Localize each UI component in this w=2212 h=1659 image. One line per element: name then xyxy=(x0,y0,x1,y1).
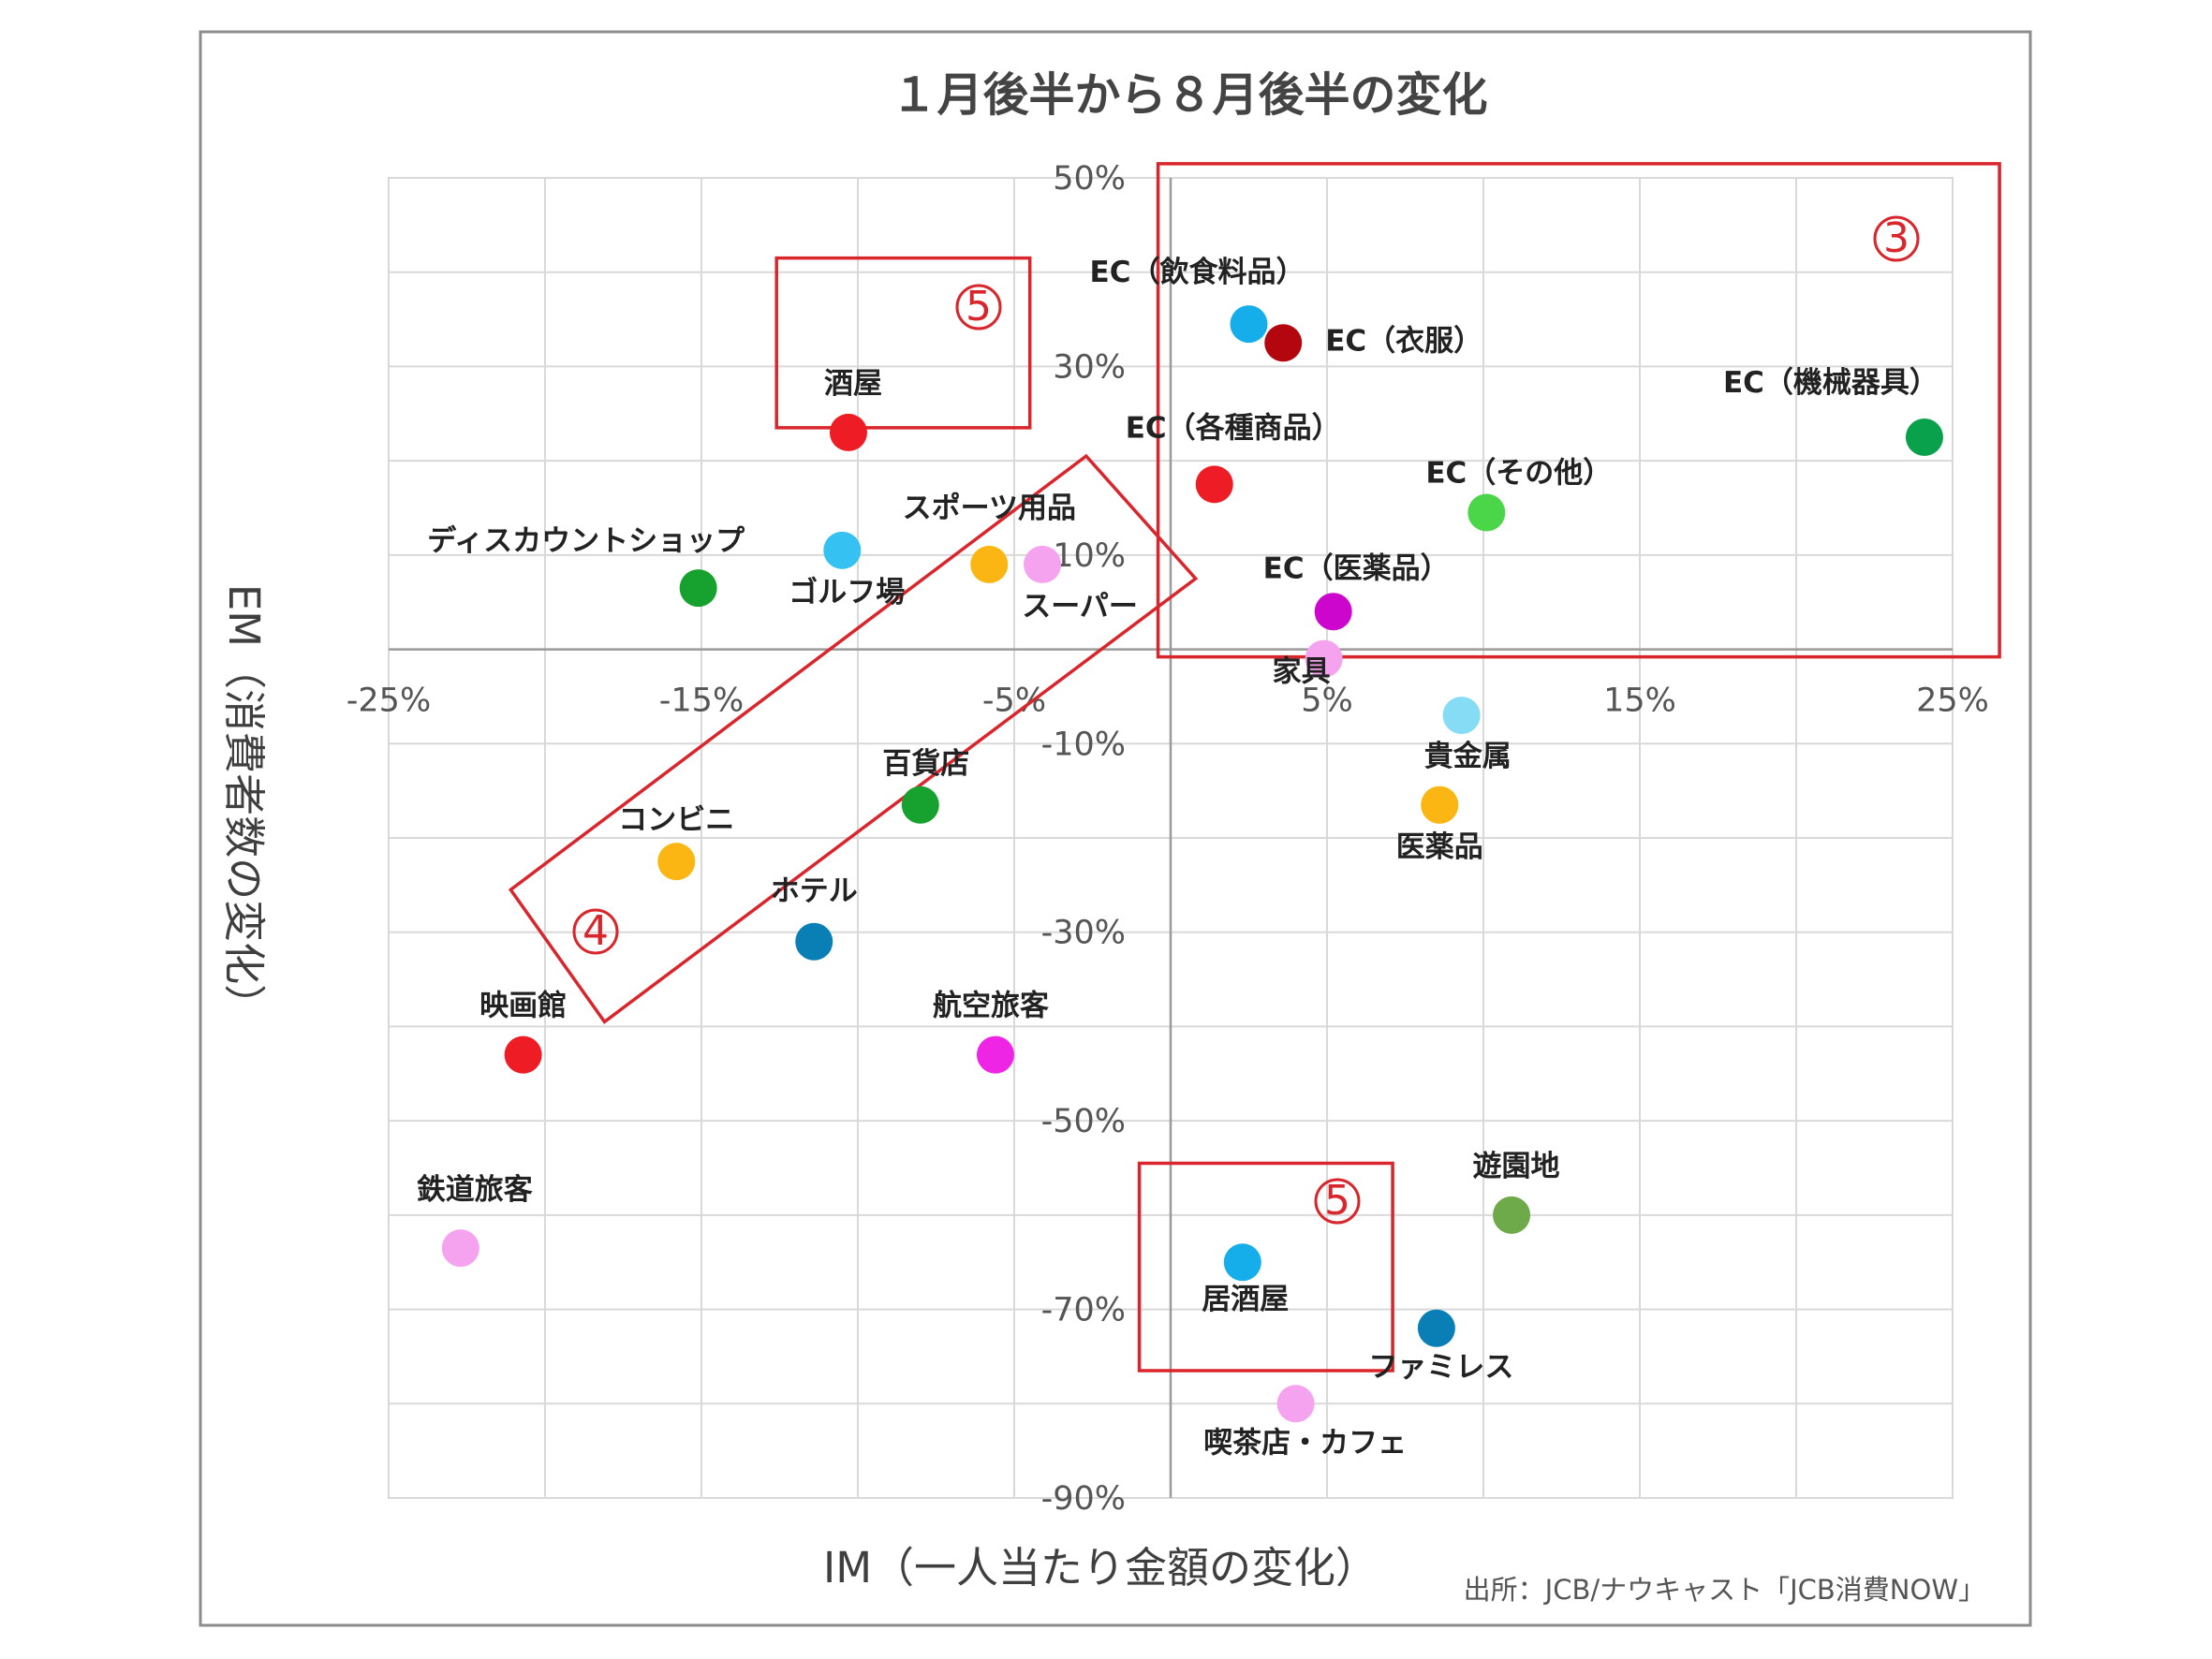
y-tick-label: -50% xyxy=(1041,1103,1126,1140)
highlight-groups: 3 5 5 4 xyxy=(508,162,2001,1373)
chart-title: １月後半から８月後半の変化 xyxy=(891,68,1487,122)
data-point xyxy=(1442,697,1481,735)
highlight-number: 5 xyxy=(1324,1177,1350,1225)
x-tick-labels: -25% -15% -5% 5% 15% 25% xyxy=(347,683,1989,720)
point-label: EC（医薬品） xyxy=(1263,551,1450,585)
y-tick-label: -10% xyxy=(1041,726,1126,763)
point-label: スーパー xyxy=(1022,590,1138,624)
point-label: ディスカウントショップ xyxy=(427,524,745,558)
axes xyxy=(389,178,1953,1498)
highlight-number-circle xyxy=(955,284,1002,330)
data-point xyxy=(1195,465,1233,504)
chart-frame xyxy=(199,30,2032,1627)
point-label: EC（各種商品） xyxy=(1126,411,1341,445)
data-point xyxy=(1314,593,1352,631)
highlight-box xyxy=(508,453,1199,1024)
highlight-number: 3 xyxy=(1883,214,1910,262)
highlight-box xyxy=(774,256,1032,430)
data-point xyxy=(657,843,696,881)
data-point xyxy=(1024,545,1062,583)
point-label: ファミレス xyxy=(1368,1351,1513,1385)
point-label: EC（衣服） xyxy=(1325,324,1482,358)
x-tick-label: 25% xyxy=(1916,683,1989,720)
point-labels: EC（飲食料品） EC（衣服） EC（機械器具） EC（各種商品） EC（その他） EC（… xyxy=(417,256,1939,1460)
point-label: 鉄道旅客 xyxy=(417,1173,533,1207)
data-point xyxy=(1905,418,1943,456)
data-point xyxy=(1276,1385,1315,1423)
point-label: 医薬品 xyxy=(1396,830,1483,864)
point-label: 遊園地 xyxy=(1473,1150,1560,1183)
point-label: 映画館 xyxy=(479,990,567,1023)
data-point xyxy=(976,1035,1014,1074)
data-point xyxy=(504,1035,542,1074)
y-tick-labels: 50% 30% 10% -10% -30% -50% -70% -90% xyxy=(1041,160,1126,1518)
point-label: 貴金属 xyxy=(1424,740,1512,773)
data-point xyxy=(829,413,867,451)
data-point xyxy=(1467,493,1506,532)
data-points xyxy=(441,305,1943,1423)
source-note: 出所：JCB/ナウキャスト「JCB消費NOW」 xyxy=(1464,1574,1985,1606)
x-tick-label: 15% xyxy=(1603,683,1676,720)
data-point xyxy=(1421,785,1459,824)
highlight-number: 5 xyxy=(966,283,992,330)
point-label: ホテル xyxy=(771,874,858,908)
highlight-number-circle xyxy=(1314,1178,1361,1225)
highlight-number-circle xyxy=(572,908,619,955)
x-axis-title: IM（一人当たり金額の変化） xyxy=(823,1543,1378,1593)
y-tick-label: 50% xyxy=(1053,160,1126,198)
highlight-box xyxy=(1156,162,2001,659)
point-label: EC（機械器具） xyxy=(1723,366,1939,400)
data-point xyxy=(441,1229,479,1268)
y-tick-label: -90% xyxy=(1041,1480,1126,1518)
y-axis-title: EM（消費者数の変化） xyxy=(219,584,269,1026)
x-tick-label: 5% xyxy=(1301,683,1353,720)
data-point xyxy=(679,569,717,608)
point-label: 百貨店 xyxy=(882,747,969,781)
data-point xyxy=(1264,324,1303,362)
point-label: EC（その他） xyxy=(1425,457,1612,491)
highlight-box xyxy=(1137,1161,1394,1373)
y-tick-label: -70% xyxy=(1041,1292,1126,1329)
point-label: 家具 xyxy=(1273,655,1331,689)
point-label: 喫茶店・カフェ xyxy=(1203,1426,1407,1460)
y-tick-label: 30% xyxy=(1053,348,1126,386)
point-label: 居酒屋 xyxy=(1202,1283,1289,1316)
data-point xyxy=(1230,305,1268,344)
data-point xyxy=(901,785,939,824)
highlight-number-circle xyxy=(1873,215,1920,262)
data-point xyxy=(823,531,862,569)
point-label: ゴルフ場 xyxy=(789,576,905,609)
x-tick-label: -15% xyxy=(659,683,744,720)
point-label: 酒屋 xyxy=(824,367,882,401)
highlight-number: 4 xyxy=(582,907,609,955)
y-tick-label: -30% xyxy=(1041,915,1126,952)
data-point xyxy=(1305,639,1343,678)
data-point xyxy=(1223,1243,1261,1282)
point-label: コンビニ xyxy=(618,803,734,837)
y-tick-label: 10% xyxy=(1053,537,1126,575)
data-point xyxy=(970,545,1009,583)
point-label: スポーツ用品 xyxy=(903,492,1076,525)
x-tick-label: -25% xyxy=(347,683,431,720)
data-point xyxy=(795,922,833,961)
point-label: EC（飲食料品） xyxy=(1090,256,1305,289)
data-point xyxy=(1493,1196,1531,1234)
point-label: 航空旅客 xyxy=(933,990,1049,1023)
data-point xyxy=(1417,1309,1455,1347)
